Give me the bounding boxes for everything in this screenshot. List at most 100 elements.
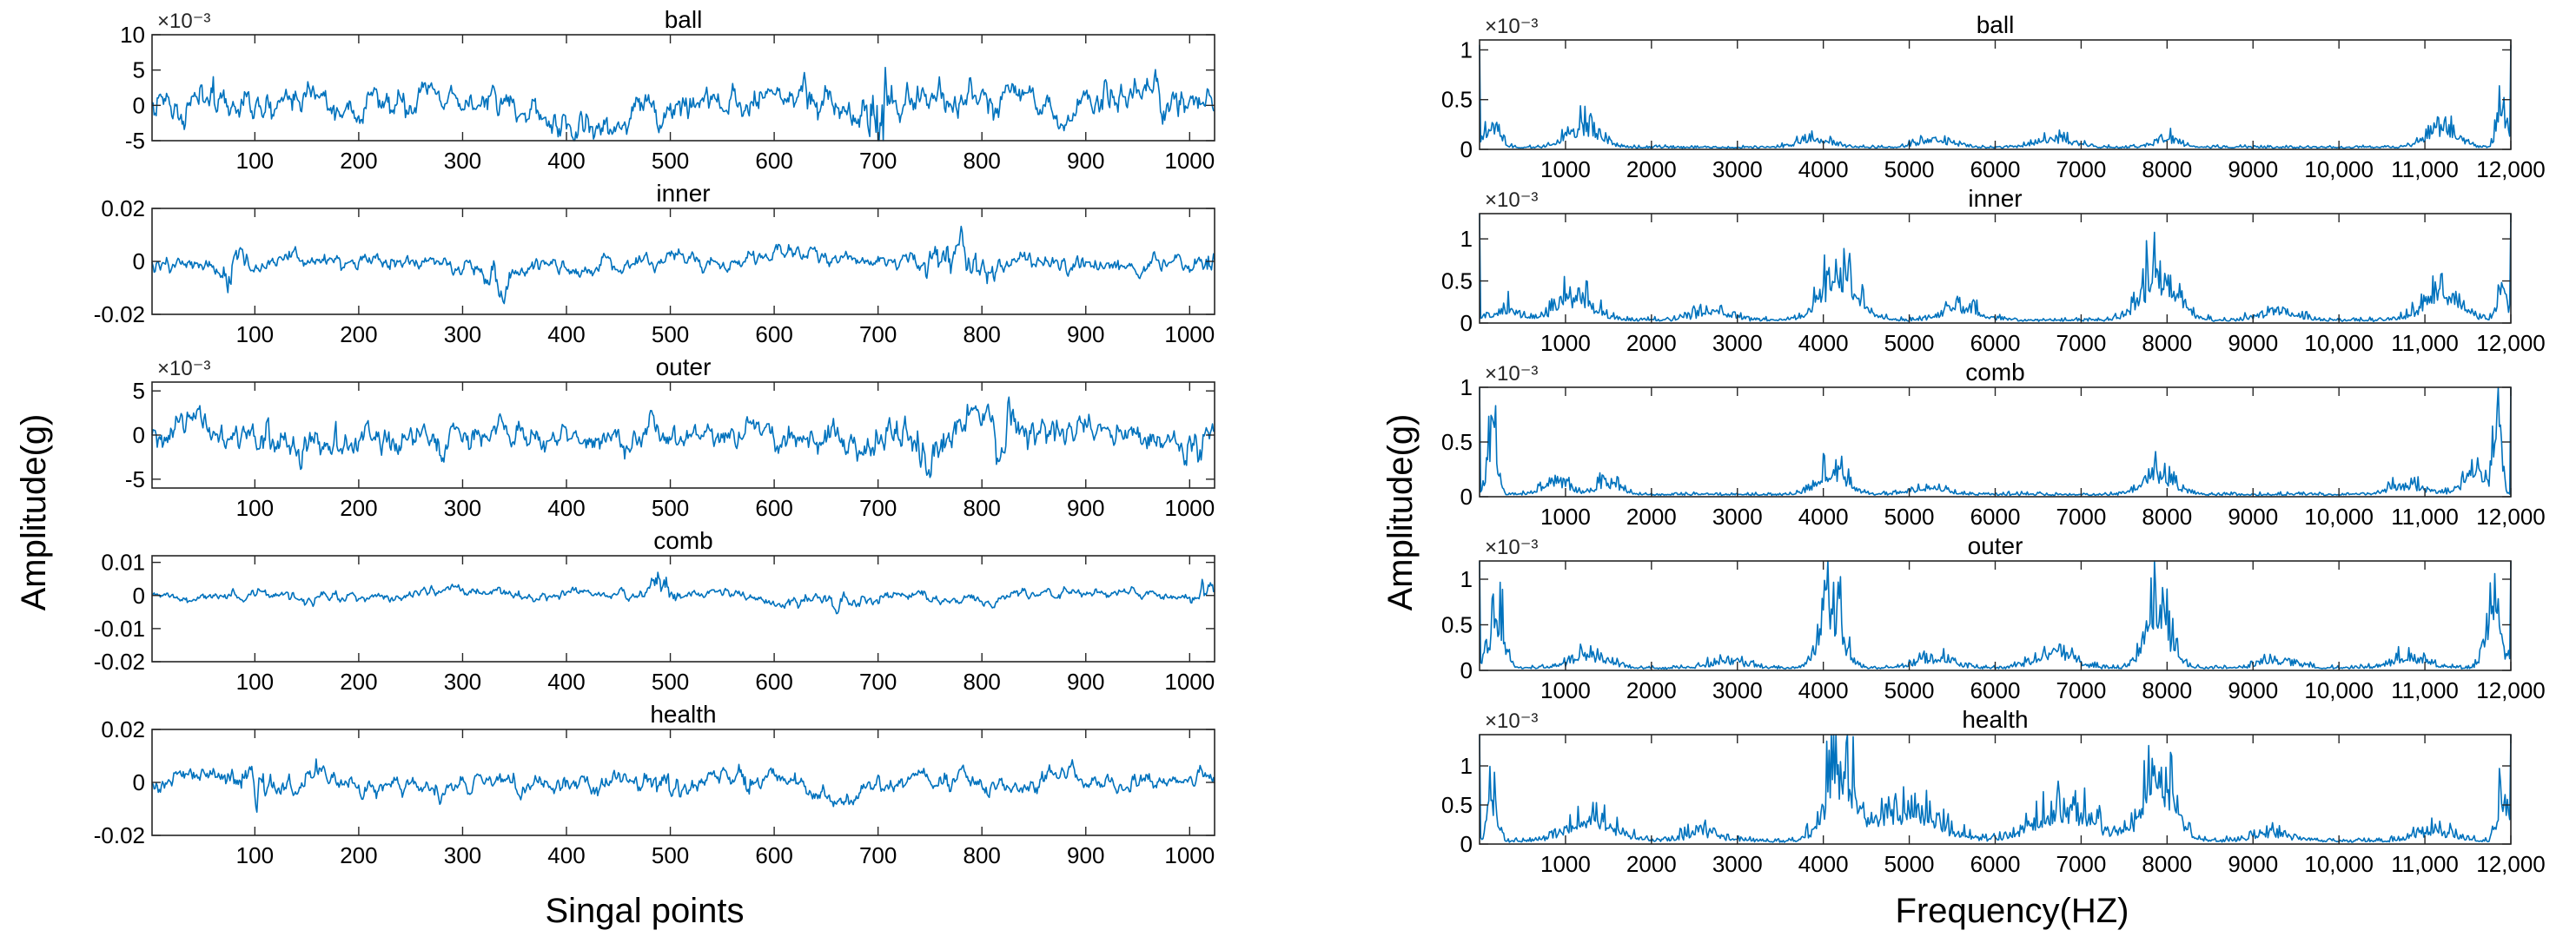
time-ball-ytick-label: 10 bbox=[120, 22, 145, 48]
freq-comb-axes-frame bbox=[1479, 386, 2512, 498]
freq-comb-xtick-label: 2000 bbox=[1626, 504, 1677, 530]
time-inner-xtick-label: 100 bbox=[236, 321, 274, 347]
time-comb-xtick-label: 1000 bbox=[1164, 669, 1215, 695]
time-comb-xtick-label: 300 bbox=[444, 669, 481, 695]
freq-ball-exponent-label: ×10⁻³ bbox=[1485, 15, 1538, 38]
freq-ball-xtick-label: 11,000 bbox=[2391, 156, 2459, 182]
time-outer-xtick-label: 1000 bbox=[1164, 495, 1215, 521]
time-inner-ytick-label: 0 bbox=[133, 248, 145, 274]
freq-inner-xtick-label: 4000 bbox=[1798, 330, 1849, 356]
freq-ball-xtick-label: 6000 bbox=[1970, 156, 2021, 182]
time-inner-xtick-label: 800 bbox=[964, 321, 1001, 347]
freq-inner-subplot: inner ×10⁻³ 0 0.5 1 1000 2000 3000 4000 5000 6000 7… bbox=[1441, 185, 2546, 356]
freq-ball-ytick-label: 0 bbox=[1460, 136, 1473, 162]
time-inner-ytick-label: 0.02 bbox=[101, 195, 145, 221]
freq-outer-xtick-label: 6000 bbox=[1970, 677, 2021, 703]
freq-ball-axes-frame bbox=[1479, 39, 2512, 150]
time-inner-xtick-label: 500 bbox=[652, 321, 689, 347]
freq-inner-xtick-label: 3000 bbox=[1712, 330, 1763, 356]
freq-outer-xtick-label: 1000 bbox=[1540, 677, 1591, 703]
time-comb-subplot: comb -0.02 -0.01 0 0.01 100 200 300 400 500 600 700… bbox=[94, 527, 1215, 695]
freq-outer-xtick-label: 4000 bbox=[1798, 677, 1849, 703]
time-ball-ytick-label: -5 bbox=[125, 128, 145, 154]
freq-inner-xtick-label: 11,000 bbox=[2391, 330, 2459, 356]
time-ball-xtick-label: 500 bbox=[652, 148, 689, 174]
time-ball-ytick-label: 5 bbox=[133, 57, 145, 83]
freq-comb-xtick-label: 12,000 bbox=[2476, 504, 2546, 530]
time-comb-xtick-label: 100 bbox=[236, 669, 274, 695]
time-outer-xtick-label: 200 bbox=[340, 495, 377, 521]
time-outer-xtick-label: 600 bbox=[755, 495, 792, 521]
freq-outer-ytick-label: 0.5 bbox=[1441, 612, 1473, 638]
freq-comb-xtick-label: 6000 bbox=[1970, 504, 2021, 530]
time-inner-title: inner bbox=[656, 180, 710, 207]
freq-outer-xtick-label: 11,000 bbox=[2391, 677, 2459, 703]
freq-outer-xtick-label: 7000 bbox=[2056, 677, 2106, 703]
time-comb-xtick-label: 500 bbox=[652, 669, 689, 695]
freq-outer-xtick-label: 12,000 bbox=[2476, 677, 2546, 703]
freq-ball-xtick-label: 7000 bbox=[2056, 156, 2106, 182]
time-ball-xtick-label: 200 bbox=[340, 148, 377, 174]
freq-health-ytick-label: 1 bbox=[1460, 753, 1473, 779]
freq-comb-xtick-label: 4000 bbox=[1798, 504, 1849, 530]
time-ball-xtick-label: 800 bbox=[964, 148, 1001, 174]
time-health-xtick-label: 700 bbox=[859, 842, 897, 868]
time-comb-xtick-label: 200 bbox=[340, 669, 377, 695]
time-ball-xtick-label: 700 bbox=[859, 148, 897, 174]
freq-health-xtick-label: 4000 bbox=[1798, 851, 1849, 877]
time-ball-xtick-label: 300 bbox=[444, 148, 481, 174]
time-comb-trace bbox=[151, 571, 1215, 615]
time-health-axes-frame bbox=[151, 729, 1215, 836]
time-inner-xtick-label: 700 bbox=[859, 321, 897, 347]
time-outer-ytick-label: 0 bbox=[133, 422, 145, 448]
freq-outer-ytick-label: 0 bbox=[1460, 657, 1473, 683]
freq-outer-title: outer bbox=[1968, 532, 2023, 559]
time-health-xtick-label: 900 bbox=[1067, 842, 1104, 868]
freq-outer-trace bbox=[1479, 560, 2512, 670]
freq-health-xtick-label: 1000 bbox=[1540, 851, 1591, 877]
freq-ball-xtick-label: 2000 bbox=[1626, 156, 1677, 182]
time-inner-xtick-label: 900 bbox=[1067, 321, 1104, 347]
left-y-axis-label: Amplitude(g) bbox=[15, 414, 53, 611]
freq-outer-xtick-label: 2000 bbox=[1626, 677, 1677, 703]
time-health-xtick-label: 600 bbox=[755, 842, 792, 868]
time-health-xtick-label: 100 bbox=[236, 842, 274, 868]
time-ball-trace bbox=[151, 66, 1215, 142]
freq-comb-ytick-label: 1 bbox=[1460, 374, 1473, 400]
freq-outer-xtick-label: 10,000 bbox=[2304, 677, 2374, 703]
time-ball-ytick-label: 0 bbox=[133, 92, 145, 118]
time-outer-xtick-label: 400 bbox=[547, 495, 585, 521]
time-health-subplot: health -0.02 0 0.02 100 200 300 400 500 600 700 800… bbox=[94, 701, 1215, 868]
freq-outer-subplot: outer ×10⁻³ 0 0.5 1 1000 2000 3000 4000 5000 6000 7… bbox=[1441, 532, 2546, 703]
time-comb-ytick-label: -0.02 bbox=[94, 649, 145, 675]
time-health-xtick-label: 800 bbox=[964, 842, 1001, 868]
freq-inner-xtick-label: 7000 bbox=[2056, 330, 2106, 356]
freq-health-trace bbox=[1479, 734, 2512, 843]
freq-health-xtick-label: 11,000 bbox=[2391, 851, 2459, 877]
time-comb-ytick-label: -0.01 bbox=[94, 616, 145, 642]
time-comb-xtick-label: 600 bbox=[755, 669, 792, 695]
freq-inner-xtick-label: 10,000 bbox=[2304, 330, 2374, 356]
time-ball-xtick-label: 100 bbox=[236, 148, 274, 174]
time-health-ytick-label: 0.02 bbox=[101, 716, 145, 742]
freq-comb-xtick-label: 10,000 bbox=[2304, 504, 2374, 530]
freq-inner-ytick-label: 0 bbox=[1460, 310, 1473, 336]
time-health-ytick-label: -0.02 bbox=[94, 822, 145, 848]
freq-inner-xtick-label: 2000 bbox=[1626, 330, 1677, 356]
time-ball-exponent-label: ×10⁻³ bbox=[157, 10, 210, 33]
time-comb-xtick-label: 900 bbox=[1067, 669, 1104, 695]
freq-health-xtick-label: 8000 bbox=[2142, 851, 2192, 877]
freq-inner-ytick-label: 1 bbox=[1460, 226, 1473, 252]
time-outer-xtick-label: 500 bbox=[652, 495, 689, 521]
freq-health-xtick-label: 3000 bbox=[1712, 851, 1763, 877]
freq-ball-xtick-label: 4000 bbox=[1798, 156, 1849, 182]
freq-inner-xtick-label: 1000 bbox=[1540, 330, 1591, 356]
freq-comb-xtick-label: 8000 bbox=[2142, 504, 2192, 530]
time-outer-xtick-label: 100 bbox=[236, 495, 274, 521]
freq-comb-ytick-label: 0.5 bbox=[1441, 429, 1473, 455]
freq-health-exponent-label: ×10⁻³ bbox=[1485, 709, 1538, 733]
freq-outer-ytick-label: 1 bbox=[1460, 566, 1473, 592]
freq-inner-trace bbox=[1479, 213, 2512, 322]
freq-inner-exponent-label: ×10⁻³ bbox=[1485, 188, 1538, 212]
time-ball-subplot: ball ×10⁻³ -5 0 5 10 100 200 300 400 500 600 700 800 9… bbox=[120, 6, 1215, 174]
